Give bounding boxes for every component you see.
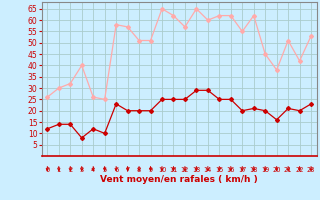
X-axis label: Vent moyen/en rafales ( km/h ): Vent moyen/en rafales ( km/h ) (100, 174, 258, 184)
